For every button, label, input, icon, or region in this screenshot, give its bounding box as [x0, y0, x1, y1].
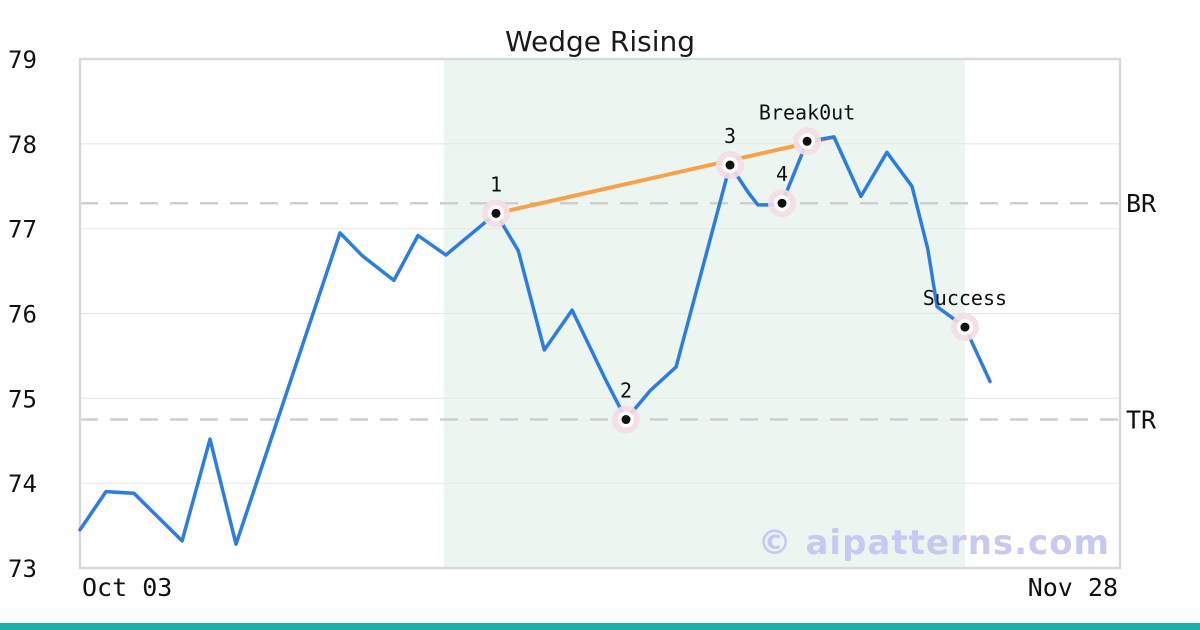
ytick-79: 79: [8, 46, 37, 74]
ytick-78: 78: [8, 131, 37, 159]
ytick-74: 74: [8, 470, 37, 498]
level-label-TR: TR: [1126, 406, 1157, 435]
marker-label-2: 2: [620, 379, 632, 403]
ytick-77: 77: [8, 216, 37, 244]
xtick-last: Nov 28: [1028, 573, 1118, 602]
marker-label-1: 1: [490, 172, 502, 196]
marker-label-3: 3: [724, 124, 736, 148]
ytick-76: 76: [8, 301, 37, 329]
chart-title: Wedge Rising: [504, 25, 696, 58]
xtick-first: Oct 03: [82, 573, 172, 602]
marker-dot-2: [621, 415, 631, 425]
watermark: © aipatterns.com: [757, 523, 1110, 563]
ytick-73: 73: [8, 555, 37, 583]
level-label-BR: BR: [1126, 189, 1157, 218]
ytick-75: 75: [8, 385, 37, 413]
marker-dot-Success: [960, 322, 970, 332]
marker-label-Break0ut: Break0ut: [759, 100, 855, 124]
trendline: [494, 135, 836, 216]
footer-bar: [0, 623, 1200, 630]
plot-border: [78, 57, 1122, 570]
marker-dot-Break0ut: [802, 136, 812, 146]
marker-label-Success: Success: [923, 286, 1007, 310]
marker-dot-4: [777, 198, 787, 208]
marker-label-4: 4: [776, 162, 788, 186]
marker-dot-1: [491, 208, 501, 218]
marker-dot-3: [725, 160, 735, 170]
